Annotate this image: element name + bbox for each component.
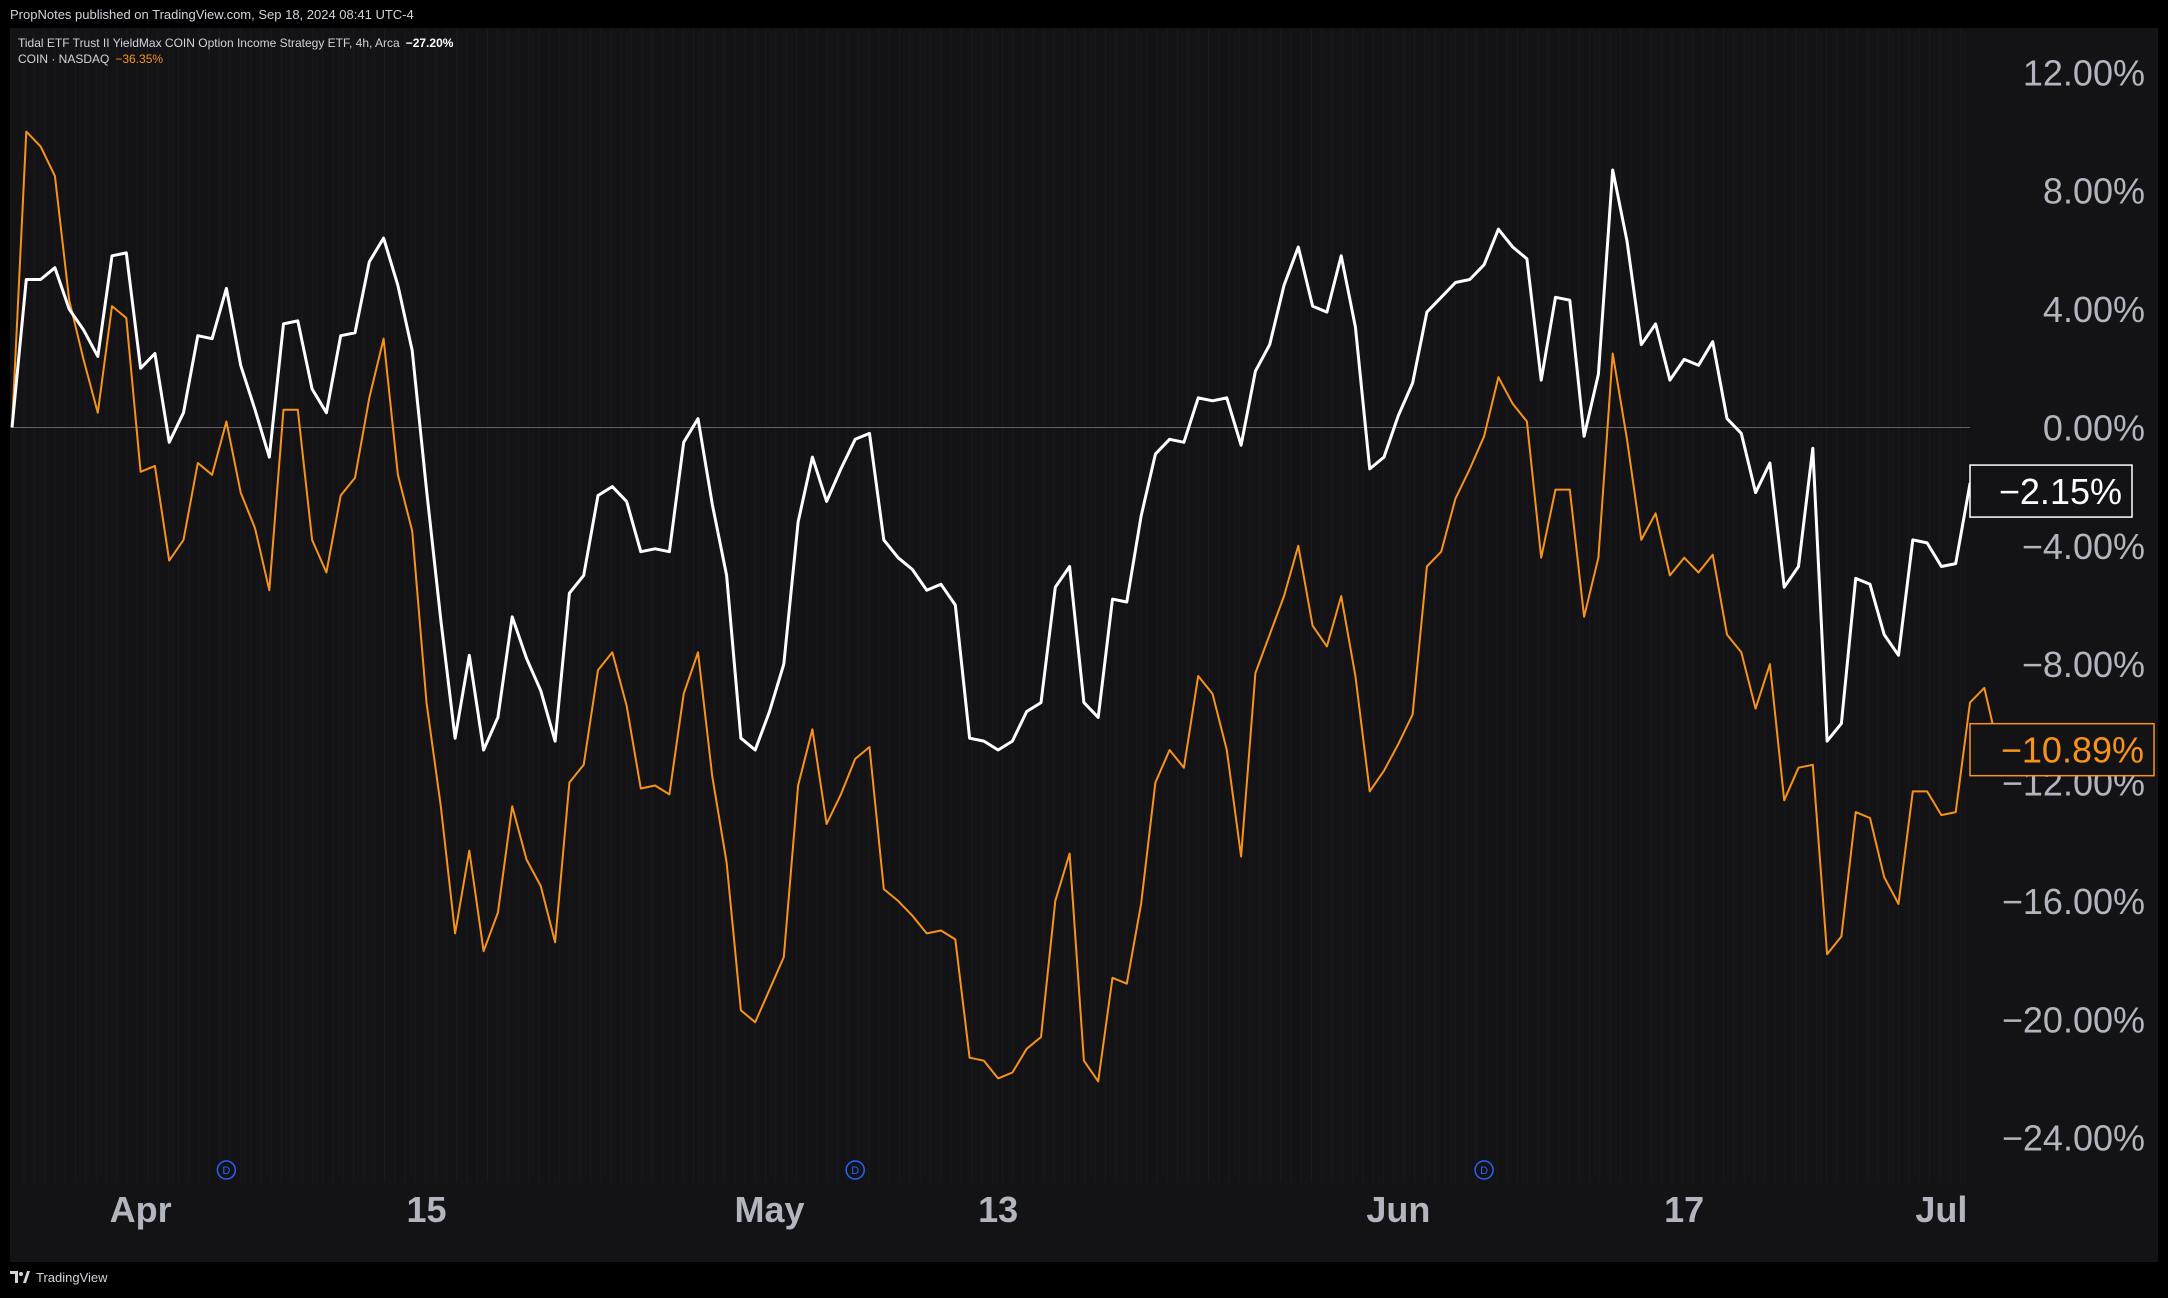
y-tick-label: −8.00% [2022, 644, 2145, 685]
time-axis[interactable]: Apr 15 May 13 Jun 17 Jul [110, 1189, 1968, 1230]
y-tick-label: 0.00% [2043, 407, 2145, 448]
legend-main-symbol: Tidal ETF Trust II YieldMax COIN Option … [18, 36, 400, 50]
legend-compare-symbol: COIN · NASDAQ [18, 52, 110, 66]
price-axis[interactable]: 12.00%8.00%4.00%0.00%−4.00%−8.00%−12.00%… [2002, 52, 2145, 1158]
dividend-marker[interactable]: D [216, 1160, 237, 1180]
last-value-label-main: −2.15% [1969, 464, 2133, 518]
chart-legend[interactable]: Tidal ETF Trust II YieldMax COIN Option … [18, 35, 453, 67]
y-tick-label: 4.00% [2043, 289, 2145, 330]
dividend-marker[interactable]: D [845, 1160, 865, 1180]
footer [0, 1262, 2168, 1298]
legend-main-change: −27.20% [405, 36, 454, 50]
x-tick-label: Jun [1366, 1189, 1430, 1230]
x-tick-label: May [734, 1189, 804, 1230]
last-value-labels: −2.15% −10.89% [1969, 464, 2155, 777]
last-value-text: −10.89% [2001, 730, 2144, 771]
y-tick-label: 8.00% [2043, 171, 2145, 212]
y-tick-label: −24.00% [2002, 1118, 2145, 1159]
tradingview-brand: TradingView [36, 1270, 108, 1285]
dividend-marker-label: D [851, 1165, 859, 1177]
dividend-marker[interactable]: D [1474, 1160, 1494, 1180]
series-line-main[interactable] [10, 168, 2000, 752]
x-tick-label: 13 [978, 1189, 1018, 1230]
tradingview-logo-icon [10, 1270, 30, 1283]
dividend-marker-label: D [1480, 1165, 1488, 1177]
legend-compare-series[interactable]: COIN · NASDAQ −36.35% [18, 51, 453, 67]
publish-info-text: PropNotes published on TradingView.com, … [10, 7, 414, 22]
y-tick-label: −20.00% [2002, 999, 2145, 1040]
x-tick-label: 15 [406, 1189, 446, 1230]
publish-header: PropNotes published on TradingView.com, … [0, 0, 2168, 28]
series-line-compare[interactable] [11, 130, 2000, 1083]
grid [12, 28, 1970, 1182]
last-value-text: −2.15% [1999, 471, 2122, 512]
tradingview-logo[interactable]: TradingView [10, 1270, 108, 1285]
x-tick-label: 17 [1664, 1189, 1704, 1230]
dividend-marker-label: D [222, 1165, 230, 1177]
x-tick-label: Jul [1915, 1189, 1967, 1230]
y-tick-label: −4.00% [2022, 526, 2145, 567]
y-tick-label: 12.00% [2023, 52, 2145, 93]
x-tick-label: Apr [110, 1189, 172, 1230]
legend-main-series[interactable]: Tidal ETF Trust II YieldMax COIN Option … [18, 35, 453, 51]
last-value-label-compare: −10.89% [1969, 722, 2155, 777]
legend-compare-change: −36.35% [115, 52, 164, 66]
y-tick-label: −16.00% [2002, 881, 2145, 922]
